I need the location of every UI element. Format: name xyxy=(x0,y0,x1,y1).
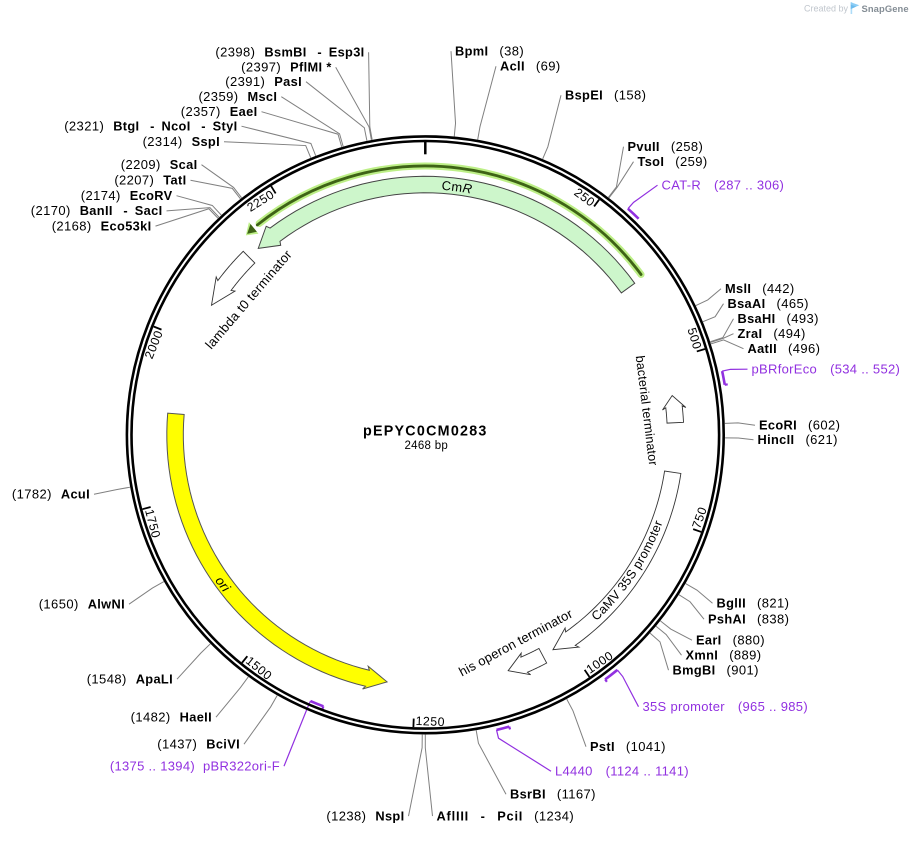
svg-text:L4440(1124 .. 1141): L4440(1124 .. 1141) xyxy=(555,764,689,779)
svg-text:(2168)Eco53kI: (2168)Eco53kI xyxy=(52,218,152,233)
svg-text:2468 bp: 2468 bp xyxy=(404,440,448,452)
svg-text:CAT-R(287 .. 306): CAT-R(287 .. 306) xyxy=(662,178,785,193)
svg-text:(2321)BtgI - NcoI - StyI: (2321)BtgI - NcoI - StyI xyxy=(64,119,237,134)
svg-text:(2207)TatI: (2207)TatI xyxy=(114,173,186,188)
svg-text:1250: 1250 xyxy=(415,714,445,729)
svg-text:(2357)EaeI: (2357)EaeI xyxy=(181,104,258,119)
svg-text:AflIII - PciI(1234): AflIII - PciI(1234) xyxy=(437,808,575,823)
svg-text:(1375 .. 1394)pBR322ori-F: (1375 .. 1394)pBR322ori-F xyxy=(110,759,280,774)
svg-text:pEPYC0CM0283: pEPYC0CM0283 xyxy=(363,423,488,439)
svg-text:PstI(1041): PstI(1041) xyxy=(590,739,666,754)
svg-text:(2314)SspI: (2314)SspI xyxy=(143,134,220,149)
svg-text:(2398)BsmBI - Esp3I: (2398)BsmBI - Esp3I xyxy=(215,45,364,60)
svg-text:(1782)AcuI: (1782)AcuI xyxy=(12,487,90,502)
svg-text:Created by: Created by xyxy=(804,4,849,14)
svg-text:(2359)MscI: (2359)MscI xyxy=(198,89,277,104)
svg-text:(1238)NspI: (1238)NspI xyxy=(326,808,404,823)
svg-text:(2170)BanII - SacI: (2170)BanII - SacI xyxy=(31,203,163,218)
svg-text:(2209)ScaI: (2209)ScaI xyxy=(121,157,198,172)
svg-text:SnapGene: SnapGene xyxy=(862,3,909,14)
svg-text:(2391)PasI: (2391)PasI xyxy=(225,74,302,89)
